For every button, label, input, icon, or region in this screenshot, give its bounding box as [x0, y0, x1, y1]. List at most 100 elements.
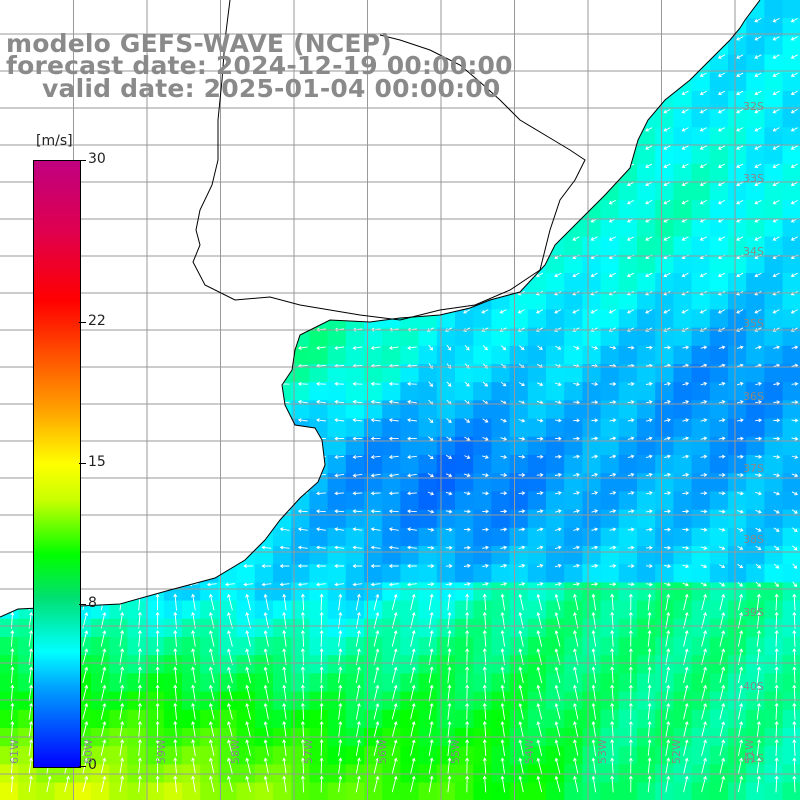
wind-arrow — [115, 491, 126, 496]
speed-cell — [546, 0, 565, 19]
speed-cell — [254, 527, 274, 547]
wind-arrow — [645, 181, 653, 187]
speed-cell — [600, 527, 620, 547]
speed-cell — [618, 382, 638, 401]
wind-arrow — [772, 181, 780, 187]
wind-arrow — [517, 54, 525, 59]
speed-cell — [582, 236, 602, 256]
speed-cell — [182, 436, 201, 456]
wind-arrow — [388, 527, 399, 532]
speed-cell — [564, 782, 583, 800]
wind-arrow — [297, 399, 308, 404]
speed-cell — [618, 200, 638, 219]
wind-arrow — [790, 200, 798, 205]
speed-cell — [455, 491, 474, 511]
wind-arrow — [263, 757, 269, 775]
speed-cell — [764, 691, 784, 711]
speed-cell — [163, 600, 183, 620]
wind-arrow — [536, 582, 544, 586]
speed-cell — [382, 382, 401, 401]
speed-cell — [491, 127, 511, 147]
speed-cell — [309, 709, 329, 729]
wind-arrow — [647, 720, 652, 738]
wind-arrow — [755, 545, 762, 550]
speed-cell — [764, 236, 784, 256]
wind-arrow — [701, 721, 707, 738]
speed-cell — [673, 182, 693, 201]
speed-cell — [218, 691, 238, 711]
wind-arrow — [736, 18, 744, 23]
speed-cell — [564, 582, 583, 602]
speed-cell — [564, 163, 583, 183]
wind-arrow — [499, 109, 507, 114]
colorbar — [33, 160, 81, 768]
wind-arrow — [500, 739, 506, 756]
wind-arrow — [155, 702, 160, 720]
speed-cell — [309, 564, 329, 583]
speed-cell — [473, 364, 492, 383]
wind-arrow — [608, 127, 616, 132]
wind-arrow — [665, 775, 671, 793]
speed-cell — [364, 127, 383, 147]
speed-cell — [746, 309, 765, 329]
speed-cell — [764, 473, 784, 492]
wind-arrow — [517, 36, 525, 41]
speed-cell — [728, 782, 747, 800]
speed-cell — [546, 309, 565, 329]
speed-cell — [182, 582, 201, 602]
speed-cell — [309, 382, 329, 401]
wind-arrow — [682, 545, 690, 550]
wind-arrow — [279, 491, 290, 496]
speed-cell — [728, 582, 747, 602]
speed-cell — [473, 618, 492, 638]
speed-cell — [691, 327, 711, 347]
wind-arrow — [444, 272, 453, 278]
speed-cell — [637, 564, 656, 583]
wind-arrow — [572, 109, 580, 114]
speed-cell — [618, 655, 638, 674]
speed-cell — [400, 600, 420, 620]
speed-cell — [382, 618, 401, 638]
wind-arrow — [700, 491, 708, 496]
wind-arrow — [355, 721, 361, 738]
wind-arrow — [261, 145, 272, 150]
speed-cell — [691, 200, 711, 219]
wind-arrow — [590, 90, 598, 96]
wind-arrow — [591, 345, 599, 350]
wind-arrow — [24, 109, 35, 114]
speed-cell — [200, 673, 219, 693]
wind-arrow — [482, 381, 489, 387]
wind-arrow — [352, 473, 363, 478]
wind-arrow — [573, 527, 580, 532]
colorbar-tick-label: 30 — [88, 151, 106, 167]
wind-arrow — [754, 54, 762, 59]
wind-arrow — [608, 309, 616, 314]
wind-arrow — [572, 145, 580, 150]
speed-cell — [200, 582, 219, 602]
wind-arrow — [208, 593, 215, 611]
wind-arrow — [373, 593, 380, 611]
wind-arrow — [152, 399, 163, 404]
wind-arrow — [573, 630, 579, 647]
wind-arrow — [535, 163, 544, 168]
speed-cell — [163, 546, 183, 565]
speed-cell — [691, 455, 711, 474]
wind-arrow — [573, 400, 581, 405]
wind-arrow — [755, 363, 762, 368]
speed-cell — [418, 273, 438, 292]
wind-arrow — [208, 630, 215, 647]
speed-cell — [364, 655, 383, 674]
wind-arrow — [500, 545, 508, 550]
speed-cell — [527, 746, 547, 765]
speed-cell — [637, 36, 656, 56]
speed-cell — [327, 473, 347, 492]
speed-cell — [564, 91, 583, 110]
wind-arrow — [736, 181, 744, 187]
speed-cell — [655, 254, 674, 274]
wind-arrow — [628, 739, 633, 757]
wind-arrow — [754, 200, 762, 205]
wind-arrow — [370, 436, 381, 441]
speed-cell — [218, 546, 238, 565]
wind-arrow — [97, 345, 108, 350]
